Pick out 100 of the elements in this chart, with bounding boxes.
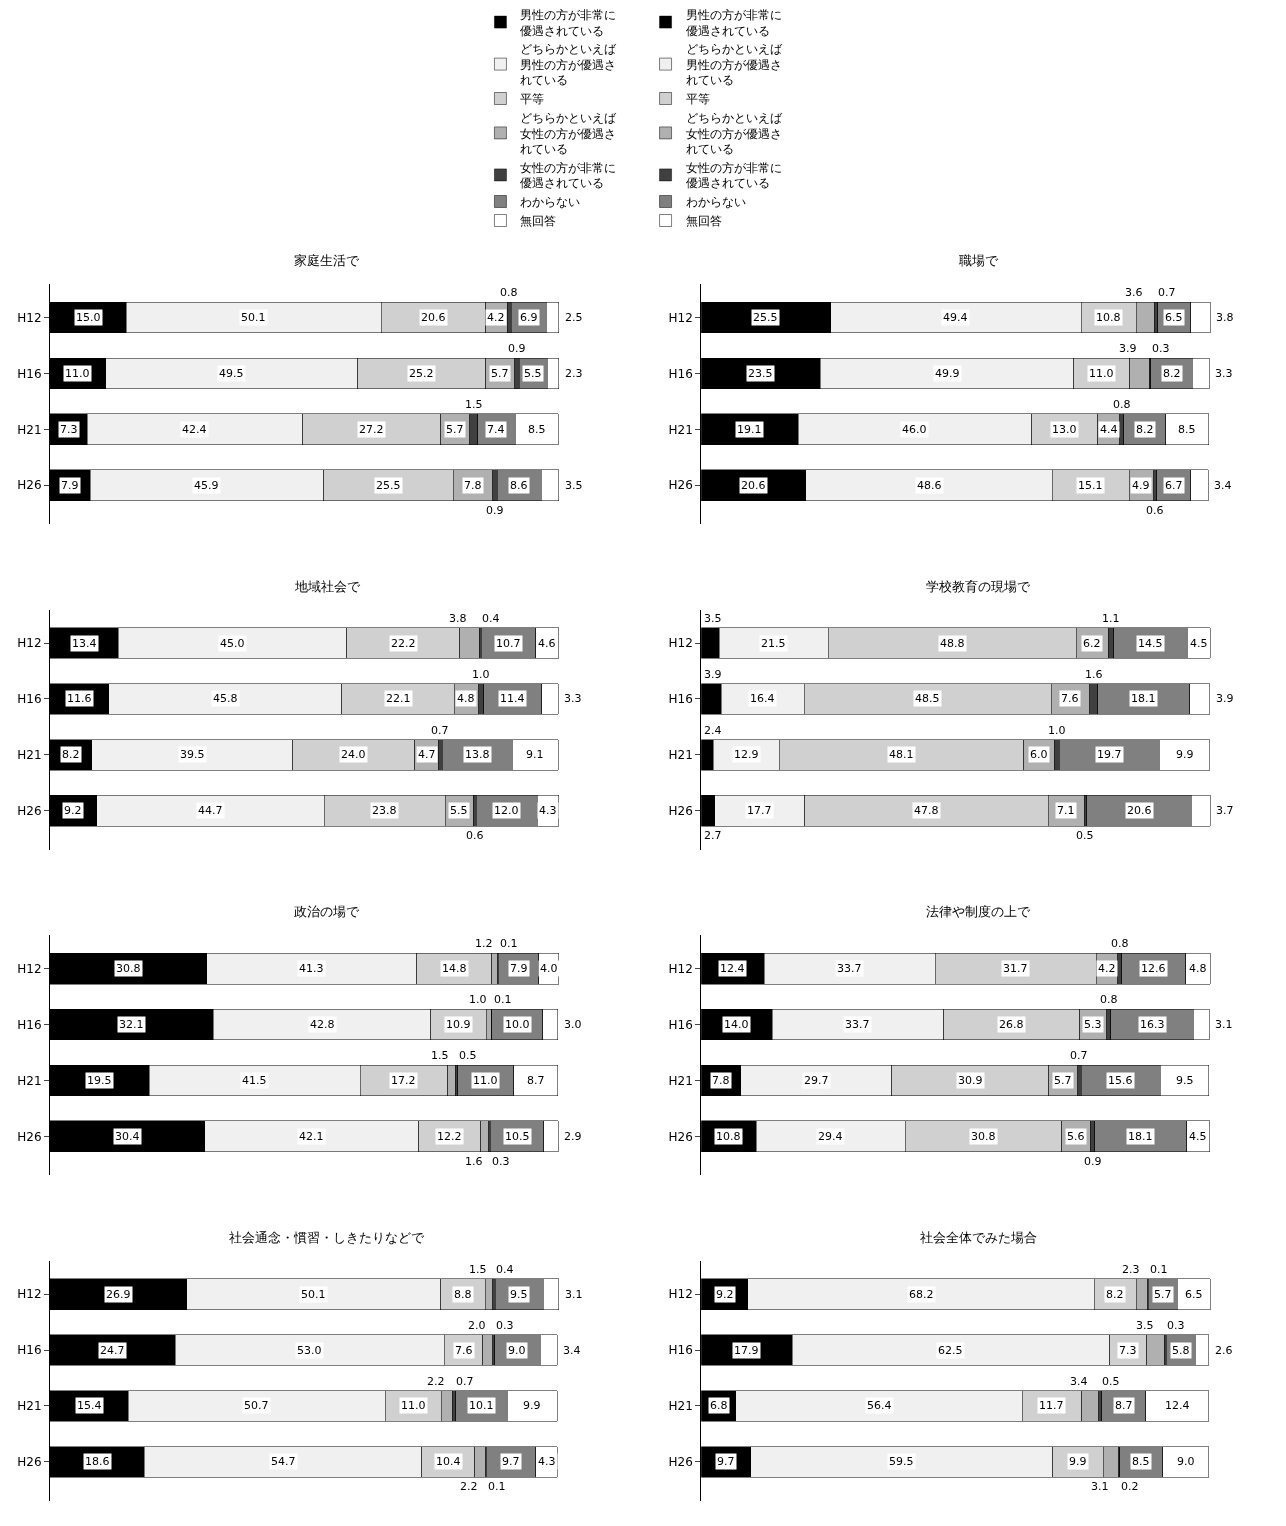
data-label: 4.8 bbox=[457, 692, 475, 705]
data-label: 3.5 bbox=[1136, 1319, 1154, 1332]
data-label: 11.0 bbox=[65, 367, 90, 380]
y-tick-label: H21 bbox=[17, 748, 42, 763]
data-label: 3.9 bbox=[1216, 692, 1234, 705]
data-label: 68.2 bbox=[909, 1288, 934, 1301]
data-label: 4.6 bbox=[538, 637, 556, 650]
data-label: 0.3 bbox=[1167, 1319, 1185, 1332]
data-label: 4.5 bbox=[1189, 1130, 1207, 1143]
data-label: 5.6 bbox=[1067, 1130, 1085, 1143]
data-label: 9.1 bbox=[526, 748, 544, 761]
data-label: 5.7 bbox=[1154, 1288, 1172, 1301]
data-label: 3.1 bbox=[1091, 1480, 1109, 1493]
legend-label: どちらかといえば女性の方が優遇されている bbox=[520, 110, 618, 157]
data-label: 0.1 bbox=[1150, 1263, 1168, 1276]
data-label: 6.0 bbox=[1030, 748, 1048, 761]
y-tick-label: H26 bbox=[668, 803, 693, 818]
data-label: 0.6 bbox=[466, 829, 484, 842]
y-tick-label: H12 bbox=[17, 961, 42, 976]
data-label: 5.3 bbox=[1084, 1018, 1102, 1031]
data-label: 18.1 bbox=[1128, 1130, 1153, 1143]
data-label: 5.5 bbox=[450, 804, 468, 817]
data-label: 1.5 bbox=[431, 1049, 449, 1062]
y-tick-label: H12 bbox=[17, 636, 42, 651]
data-label: 20.6 bbox=[741, 479, 766, 492]
data-label: 3.7 bbox=[1216, 804, 1234, 817]
chart-title: 職場で bbox=[959, 253, 999, 268]
data-label: 26.9 bbox=[106, 1288, 131, 1301]
data-label: 47.8 bbox=[914, 804, 939, 817]
data-label: 0.8 bbox=[1100, 993, 1118, 1006]
data-label: 2.5 bbox=[565, 311, 583, 324]
data-label: 11.7 bbox=[1039, 1399, 1064, 1412]
data-label: 18.1 bbox=[1131, 692, 1156, 705]
y-tick-label: H26 bbox=[17, 803, 42, 818]
data-label: 45.9 bbox=[194, 479, 219, 492]
y-tick-label: H21 bbox=[668, 1399, 693, 1414]
data-label: 0.1 bbox=[488, 1480, 506, 1493]
data-label: 11.0 bbox=[1089, 367, 1114, 380]
data-label: 12.4 bbox=[1165, 1399, 1190, 1412]
data-label: 48.5 bbox=[915, 692, 940, 705]
y-tick-label: H26 bbox=[17, 478, 42, 493]
data-label: 7.9 bbox=[61, 479, 79, 492]
data-label: 42.1 bbox=[299, 1130, 324, 1143]
data-label: 5.8 bbox=[1172, 1344, 1190, 1357]
data-label: 8.5 bbox=[1178, 423, 1196, 436]
data-label: 3.8 bbox=[449, 612, 467, 625]
legend-label: 無回答 bbox=[685, 214, 722, 229]
data-label: 8.7 bbox=[1115, 1399, 1133, 1412]
data-label: 12.2 bbox=[437, 1130, 462, 1143]
data-label: 0.4 bbox=[482, 612, 500, 625]
legend-label: 平等 bbox=[520, 92, 545, 107]
legend-label: わからない bbox=[520, 195, 581, 210]
data-label: 15.6 bbox=[1108, 1074, 1133, 1087]
data-label: 9.9 bbox=[523, 1399, 541, 1412]
data-label: 7.4 bbox=[487, 423, 505, 436]
data-label: 49.5 bbox=[219, 367, 244, 380]
data-label: 7.1 bbox=[1057, 804, 1075, 817]
data-label: 1.0 bbox=[469, 993, 487, 1006]
data-label: 33.7 bbox=[837, 962, 862, 975]
data-label: 1.2 bbox=[475, 937, 493, 950]
data-label: 5.5 bbox=[524, 367, 542, 380]
data-label: 20.6 bbox=[1127, 804, 1152, 817]
data-label: 39.5 bbox=[180, 748, 205, 761]
data-label: 9.7 bbox=[717, 1455, 735, 1468]
y-tick-label: H12 bbox=[17, 1287, 42, 1302]
data-label: 4.4 bbox=[1100, 423, 1118, 436]
data-label: 3.4 bbox=[1214, 479, 1232, 492]
data-label: 13.4 bbox=[72, 637, 97, 650]
y-tick-label: H21 bbox=[668, 422, 693, 437]
data-label: 24.7 bbox=[100, 1344, 125, 1357]
data-label: 4.9 bbox=[1132, 479, 1150, 492]
y-tick-label: H12 bbox=[668, 636, 693, 651]
data-label: 5.7 bbox=[446, 423, 464, 436]
data-label: 0.6 bbox=[1146, 504, 1164, 517]
data-label: 30.8 bbox=[971, 1130, 996, 1143]
data-label: 15.4 bbox=[77, 1399, 102, 1412]
y-tick-label: H21 bbox=[17, 1073, 42, 1088]
chart-title: 法律や制度の上で bbox=[926, 904, 1031, 919]
data-label: 17.2 bbox=[391, 1074, 416, 1087]
data-label: 0.5 bbox=[1102, 1375, 1120, 1388]
legend-label: 平等 bbox=[685, 92, 710, 107]
data-label: 11.0 bbox=[473, 1074, 498, 1087]
data-label: 9.5 bbox=[1176, 1074, 1194, 1087]
data-label: 50.1 bbox=[241, 311, 266, 324]
data-label: 9.5 bbox=[510, 1288, 528, 1301]
data-label: 2.2 bbox=[460, 1480, 478, 1493]
data-label: 9.0 bbox=[1177, 1455, 1195, 1468]
data-label: 53.0 bbox=[297, 1344, 322, 1357]
data-label: 10.9 bbox=[446, 1018, 471, 1031]
data-label: 2.6 bbox=[1215, 1344, 1233, 1357]
data-label: 14.0 bbox=[724, 1018, 749, 1031]
data-label: 6.5 bbox=[1185, 1288, 1203, 1301]
data-label: 11.4 bbox=[500, 692, 525, 705]
data-label: 3.5 bbox=[704, 612, 722, 625]
data-label: 46.0 bbox=[902, 423, 927, 436]
data-label: 16.4 bbox=[750, 692, 775, 705]
data-label: 1.0 bbox=[1048, 724, 1066, 737]
y-tick-label: H26 bbox=[17, 1129, 42, 1144]
data-label: 12.4 bbox=[720, 962, 745, 975]
data-label: 3.9 bbox=[1119, 342, 1137, 355]
